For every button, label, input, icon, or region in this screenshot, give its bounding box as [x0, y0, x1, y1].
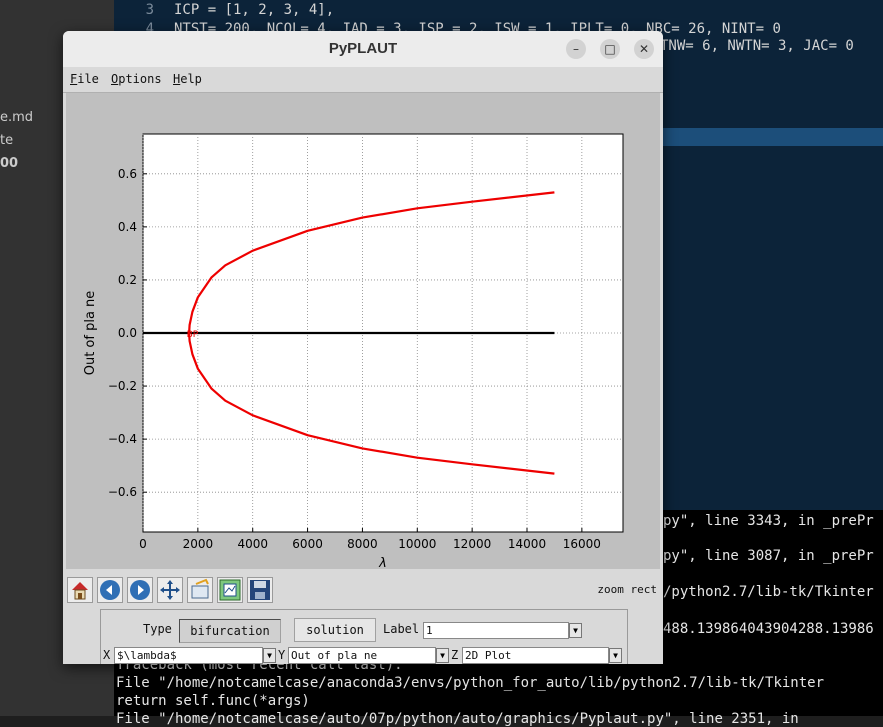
terminal-line: File "/home/notcamelcase/auto/07p/python…	[116, 711, 799, 727]
code-line: 3 ICP = [1, 2, 3, 4],	[114, 2, 335, 22]
x-tick-label: 8000	[347, 537, 378, 551]
menu-mnemonic: O	[111, 72, 119, 86]
z-input[interactable]: 2D Plot	[462, 647, 609, 664]
x-label: X	[103, 648, 111, 662]
menu-label: ptions	[118, 72, 162, 86]
terminal-line: py", line 3087, in _prePr	[663, 548, 874, 564]
window-title: PyPLAUT	[328, 40, 398, 57]
terminal-line: File "/home/notcamelcase/anaconda3/envs/…	[116, 675, 825, 691]
y-tick-label: 0.6	[118, 167, 137, 181]
menu-mnemonic: F	[70, 72, 78, 86]
y-tick-label: 0.4	[118, 220, 137, 234]
explorer-item[interactable]: e.md	[0, 110, 34, 125]
terminal-line: py", line 3343, in _prePr	[663, 513, 874, 529]
pyplaut-window: PyPLAUT – □ ✕ File Options Help 0 2000 400…	[63, 31, 663, 664]
plot-area[interactable]: 0 2000 4000 6000 8000 10000 12000 14000 16000 −0.…	[66, 93, 660, 571]
bifurcation-button[interactable]: bifurcation	[179, 619, 281, 643]
home-icon[interactable]	[67, 577, 93, 603]
menu-mnemonic: H	[173, 72, 181, 86]
z-dropdown-icon[interactable]: ▼	[609, 648, 622, 663]
menu-bar: File Options Help	[63, 67, 663, 93]
menu-label: ile	[77, 72, 99, 86]
x-tick-label: 0	[139, 537, 147, 551]
x-axis-label: λ	[378, 556, 387, 569]
code-line: TNW= 6, NWTN= 3, JAC= 0	[660, 38, 854, 58]
solution-button[interactable]: solution	[294, 618, 376, 642]
x-dropdown-icon[interactable]: ▼	[263, 648, 276, 663]
y-axis-label: Out of pla ne	[83, 291, 98, 376]
maximize-button[interactable]: □	[600, 39, 620, 59]
y-dropdown-icon[interactable]: ▼	[436, 648, 449, 663]
y-tick-label: −0.6	[108, 485, 137, 499]
save-disk-icon[interactable]	[247, 577, 273, 603]
explorer-item[interactable]: te	[0, 133, 14, 148]
label-dropdown-icon[interactable]: ▼	[569, 623, 582, 638]
terminal-line: 488.139864043904288.13986	[663, 621, 874, 637]
bifurcation-chart[interactable]: 0 2000 4000 6000 8000 10000 12000 14000 16000 −0.…	[66, 93, 660, 571]
x-tick-label: 14000	[508, 537, 546, 551]
navigation-toolbar: zoom rect	[63, 571, 663, 605]
y-input[interactable]: Out of pla ne	[288, 647, 436, 664]
y-tick-label: 0.2	[118, 273, 137, 287]
x-tick-label: 6000	[292, 537, 323, 551]
line-number: 3	[145, 2, 154, 18]
zoom-to-rect-icon[interactable]	[217, 577, 243, 603]
x-input[interactable]: $\lambda$	[114, 647, 263, 664]
menu-help[interactable]: Help	[173, 72, 202, 86]
menu-file[interactable]: File	[70, 72, 99, 86]
configure-icon[interactable]	[187, 577, 213, 603]
minimize-button[interactable]: –	[566, 39, 586, 59]
x-tick-label: 10000	[398, 537, 436, 551]
y-tick-label: −0.2	[108, 379, 137, 393]
branch-point-label: BP	[187, 330, 199, 340]
code-text: ICP = [1, 2, 3, 4],	[174, 2, 335, 18]
explorer-item[interactable]: 00	[0, 156, 19, 171]
bifurcating-branch-line	[188, 191, 555, 475]
toolbar-mode-text: zoom rect	[597, 583, 657, 596]
line-number: 4	[145, 21, 154, 37]
title-bar[interactable]: PyPLAUT – □ ✕	[63, 31, 663, 68]
y-tick-label: −0.4	[108, 432, 137, 446]
back-arrow-icon[interactable]	[97, 577, 123, 603]
code-text: TNW= 6, NWTN= 3, JAC= 0	[660, 38, 854, 54]
plot-controls-panel: Type bifurcation solution Label 1 ▼ X $\…	[100, 609, 628, 664]
x-tick-label: 16000	[563, 537, 601, 551]
z-label: Z	[451, 648, 459, 662]
x-tick-label: 4000	[237, 537, 268, 551]
menu-label: elp	[180, 72, 202, 86]
pan-icon[interactable]	[157, 577, 183, 603]
x-tick-label: 12000	[453, 537, 491, 551]
x-tick-label: 2000	[183, 537, 214, 551]
label-input[interactable]: 1	[423, 622, 569, 639]
type-label: Type	[143, 622, 172, 636]
label-label: Label	[383, 622, 420, 636]
menu-options[interactable]: Options	[111, 72, 162, 86]
terminal-line: /python2.7/lib-tk/Tkinter	[663, 584, 874, 600]
y-tick-label: 0.0	[118, 326, 137, 340]
close-button[interactable]: ✕	[634, 39, 654, 59]
terminal-line: return self.func(*args)	[116, 693, 310, 709]
forward-arrow-icon[interactable]	[127, 577, 153, 603]
y-label: Y	[278, 648, 286, 662]
